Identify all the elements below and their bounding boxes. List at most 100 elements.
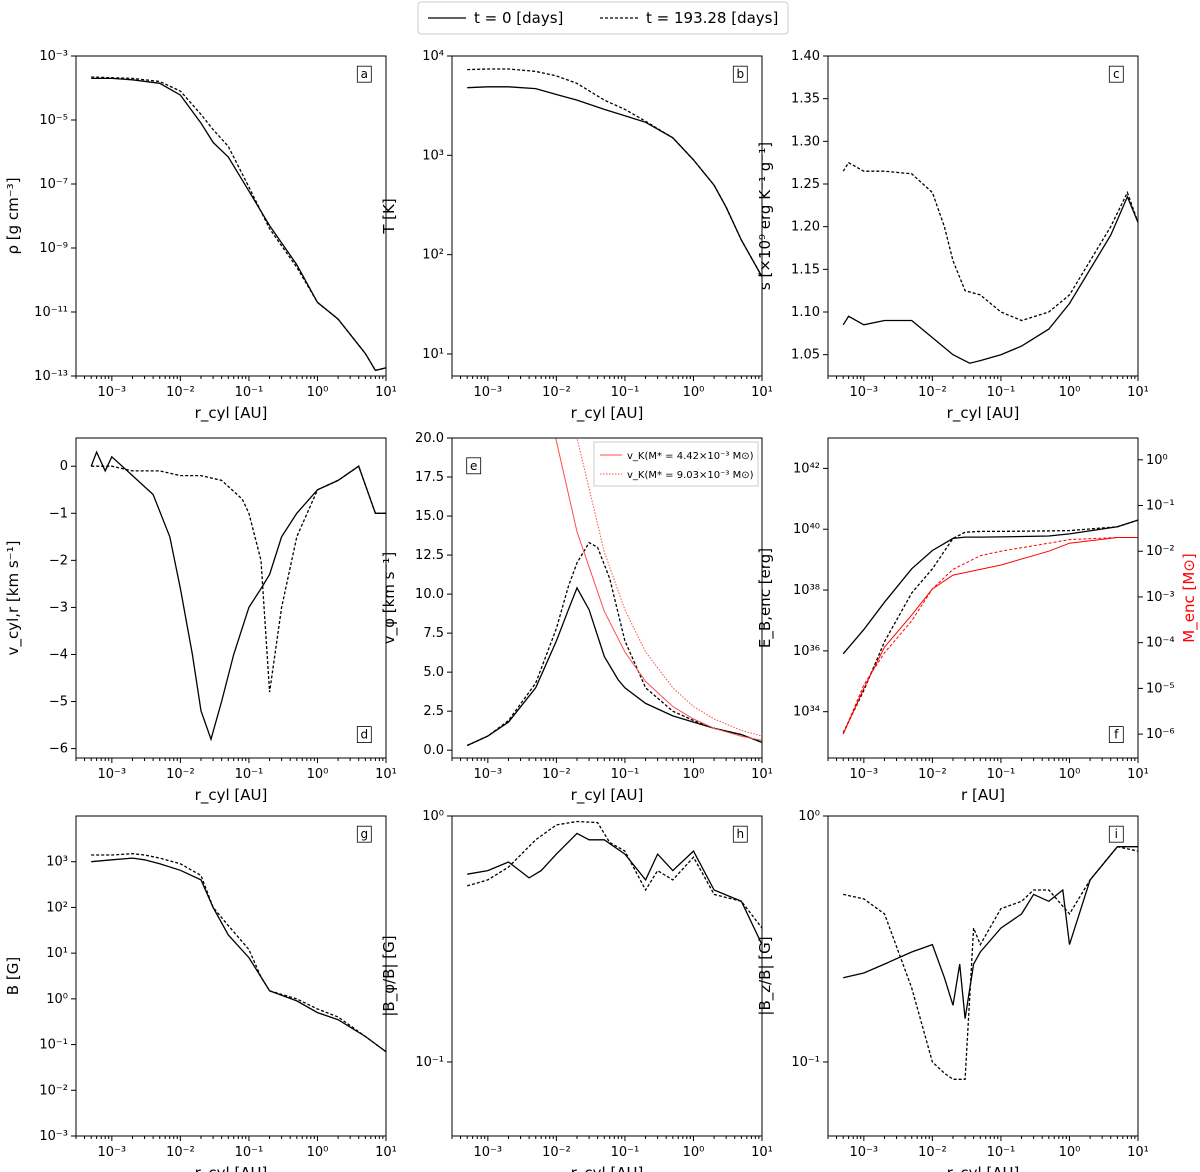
xtick-label-b-0: 10⁻³ bbox=[474, 385, 503, 400]
series-line-e-0 bbox=[466, 586, 762, 747]
y-axis-label-a: ρ [g cm⁻³] bbox=[4, 177, 22, 254]
ytick-label-d-2: −4 bbox=[49, 647, 68, 662]
y-axis-label-i: |B_z/B| [G] bbox=[756, 936, 775, 1015]
ytick-label-g-3: 10⁰ bbox=[46, 992, 68, 1007]
y-axis-label-g: B [G] bbox=[4, 957, 22, 995]
xtick-label-g-3: 10⁰ bbox=[307, 1145, 329, 1160]
panel-tag-i: i bbox=[1115, 827, 1118, 841]
panel-tag-box-e bbox=[466, 457, 482, 475]
ytick-label-h-1: 10⁰ bbox=[422, 809, 444, 824]
ytick-label-e-1: 2.5 bbox=[423, 704, 444, 719]
ytick-label-e-7: 17.5 bbox=[415, 470, 444, 485]
ytick-label-i-1: 10⁰ bbox=[798, 809, 820, 824]
xtick-label-h-3: 10⁰ bbox=[683, 1145, 705, 1160]
panel-tag-a: a bbox=[361, 67, 368, 81]
legend-label-t0: t = 0 [days] bbox=[474, 9, 563, 27]
panel-a: 10⁻³ 10⁻² 10⁻¹ 10⁰ 10¹ 10⁻¹³ 10⁻¹¹ 10⁻⁹ 10⁻⁷ 10⁻⁵… bbox=[4, 49, 397, 423]
panel-d: 10⁻³ 10⁻² 10⁻¹ 10⁰ 10¹ −6 −5 −4 −3 −2 −1 0 r_cyl [AU… bbox=[4, 437, 397, 805]
series-group-c bbox=[842, 161, 1138, 364]
ytick-label-c-6: 1.35 bbox=[791, 92, 820, 107]
panel-tag-c: c bbox=[1113, 67, 1120, 81]
xtick-label-f-1: 10⁻² bbox=[918, 767, 947, 782]
xtick-label-a-1: 10⁻² bbox=[166, 385, 195, 400]
series-group-b bbox=[467, 68, 762, 278]
ytick-label-f-0: 10³⁴ bbox=[793, 705, 820, 720]
y2tick-label-f-5: 10⁻¹ bbox=[1146, 499, 1175, 514]
xtick-label-c-1: 10⁻² bbox=[918, 385, 947, 400]
plot-frame-a bbox=[75, 55, 387, 377]
ytick-label-e-2: 5.0 bbox=[423, 665, 444, 680]
panel-i: 10⁻³ 10⁻² 10⁻¹ 10⁰ 10¹ 10⁻¹ 10⁰ r_cyl [AU] |B_z/… bbox=[756, 809, 1149, 1172]
ytick-label-e-8: 20.0 bbox=[415, 431, 444, 446]
panel-tag-h: h bbox=[736, 827, 744, 841]
ytick-label-b-0: 10¹ bbox=[422, 347, 444, 362]
x-axis-label-h: r_cyl [AU] bbox=[571, 1164, 644, 1172]
ytick-label-a-1: 10⁻¹¹ bbox=[34, 305, 68, 320]
ytick-label-i-0: 10⁻¹ bbox=[791, 1055, 820, 1070]
ytick-label-c-7: 1.40 bbox=[791, 49, 820, 64]
ytick-label-g-0: 10⁻³ bbox=[39, 1129, 68, 1144]
plot-frame-d bbox=[75, 437, 387, 759]
x-axis-label-g: r_cyl [AU] bbox=[195, 1164, 268, 1172]
panel-legend-label-e-0: v_K(M* = 4.42×10⁻³ M⊙) bbox=[627, 451, 754, 462]
xtick-label-e-0: 10⁻³ bbox=[474, 767, 503, 782]
series-line-a-0 bbox=[91, 77, 386, 372]
ytick-label-e-3: 7.5 bbox=[423, 626, 444, 641]
y2tick-label-f-3: 10⁻³ bbox=[1146, 590, 1175, 605]
series-line-f-0 bbox=[842, 519, 1138, 655]
panel-tag-f: f bbox=[1114, 728, 1119, 742]
ytick-label-h-0: 10⁻¹ bbox=[415, 1055, 444, 1070]
y2tick-label-f-0: 10⁻⁶ bbox=[1146, 727, 1175, 742]
ytick-label-b-1: 10² bbox=[422, 248, 444, 263]
x-axis-label-e: r_cyl [AU] bbox=[571, 786, 644, 805]
plot-frame-e bbox=[451, 437, 763, 759]
panel-tag-box-c bbox=[1108, 65, 1124, 83]
panel-tag-box-g bbox=[356, 825, 372, 843]
panel-g: 10⁻³ 10⁻² 10⁻¹ 10⁰ 10¹ 10⁻³ 10⁻² 10⁻¹ 10⁰ 10¹ 10² 1… bbox=[4, 815, 397, 1172]
xtick-label-i-0: 10⁻³ bbox=[850, 1145, 879, 1160]
ytick-label-a-4: 10⁻⁵ bbox=[39, 113, 68, 128]
xtick-label-a-4: 10¹ bbox=[375, 385, 397, 400]
panel-f: 10⁻³ 10⁻² 10⁻¹ 10⁰ 10¹ 10³⁴ 10³⁶ 10³⁸ 10⁴⁰ 10⁴² 10… bbox=[756, 437, 1199, 804]
y2tick-label-f-4: 10⁻² bbox=[1146, 544, 1175, 559]
xtick-label-g-0: 10⁻³ bbox=[98, 1145, 127, 1160]
xtick-label-c-4: 10¹ bbox=[1127, 385, 1149, 400]
xtick-label-i-1: 10⁻² bbox=[918, 1145, 947, 1160]
series-line-f-2 bbox=[842, 537, 1138, 735]
series-group-f bbox=[842, 519, 1138, 735]
series-line-a-1 bbox=[91, 76, 386, 372]
series-line-d-1 bbox=[91, 465, 386, 693]
ytick-label-c-1: 1.10 bbox=[791, 305, 820, 320]
y2tick-label-f-2: 10⁻⁴ bbox=[1146, 636, 1175, 651]
series-line-e-1 bbox=[466, 541, 762, 747]
panel-tag-box-f bbox=[1108, 726, 1124, 743]
xtick-label-c-2: 10⁻¹ bbox=[987, 385, 1016, 400]
series-line-i-0 bbox=[843, 846, 1138, 1019]
y2-axis-label-f: M_enc [M⊙] bbox=[1180, 553, 1199, 642]
xtick-label-b-3: 10⁰ bbox=[683, 385, 705, 400]
ytick-label-g-5: 10² bbox=[46, 900, 68, 915]
panel-tag-box-b bbox=[732, 65, 748, 83]
xtick-label-d-3: 10⁰ bbox=[307, 767, 329, 782]
panel-c: 10⁻³ 10⁻² 10⁻¹ 10⁰ 10¹ 1.05 1.10 1.15 1.20 1.25 1.… bbox=[756, 49, 1149, 423]
xtick-label-i-2: 10⁻¹ bbox=[987, 1145, 1016, 1160]
ytick-label-c-2: 1.15 bbox=[791, 262, 820, 277]
series-group-d bbox=[90, 450, 386, 742]
series-group-a bbox=[91, 76, 386, 372]
legend-label-t193: t = 193.28 [days] bbox=[646, 9, 778, 27]
ytick-label-b-3: 10⁴ bbox=[422, 49, 444, 64]
series-line-i-1 bbox=[843, 845, 1138, 1080]
xtick-label-e-4: 10¹ bbox=[751, 767, 773, 782]
ytick-label-g-4: 10¹ bbox=[46, 946, 68, 961]
ytick-label-f-1: 10³⁶ bbox=[793, 644, 820, 659]
series-group-i bbox=[843, 845, 1138, 1080]
xtick-label-e-2: 10⁻¹ bbox=[611, 767, 640, 782]
xtick-label-e-3: 10⁰ bbox=[683, 767, 705, 782]
ytick-label-f-4: 10⁴² bbox=[793, 461, 820, 476]
panel-legend-box-e bbox=[593, 441, 759, 487]
panel-tag-box-a bbox=[356, 65, 372, 83]
xtick-label-f-3: 10⁰ bbox=[1059, 767, 1081, 782]
xtick-label-h-2: 10⁻¹ bbox=[611, 1145, 640, 1160]
panels-container: 10⁻³ 10⁻² 10⁻¹ 10⁰ 10¹ 10⁻¹³ 10⁻¹¹ 10⁻⁹ 10⁻⁷ 10⁻⁵… bbox=[4, 49, 1199, 1172]
